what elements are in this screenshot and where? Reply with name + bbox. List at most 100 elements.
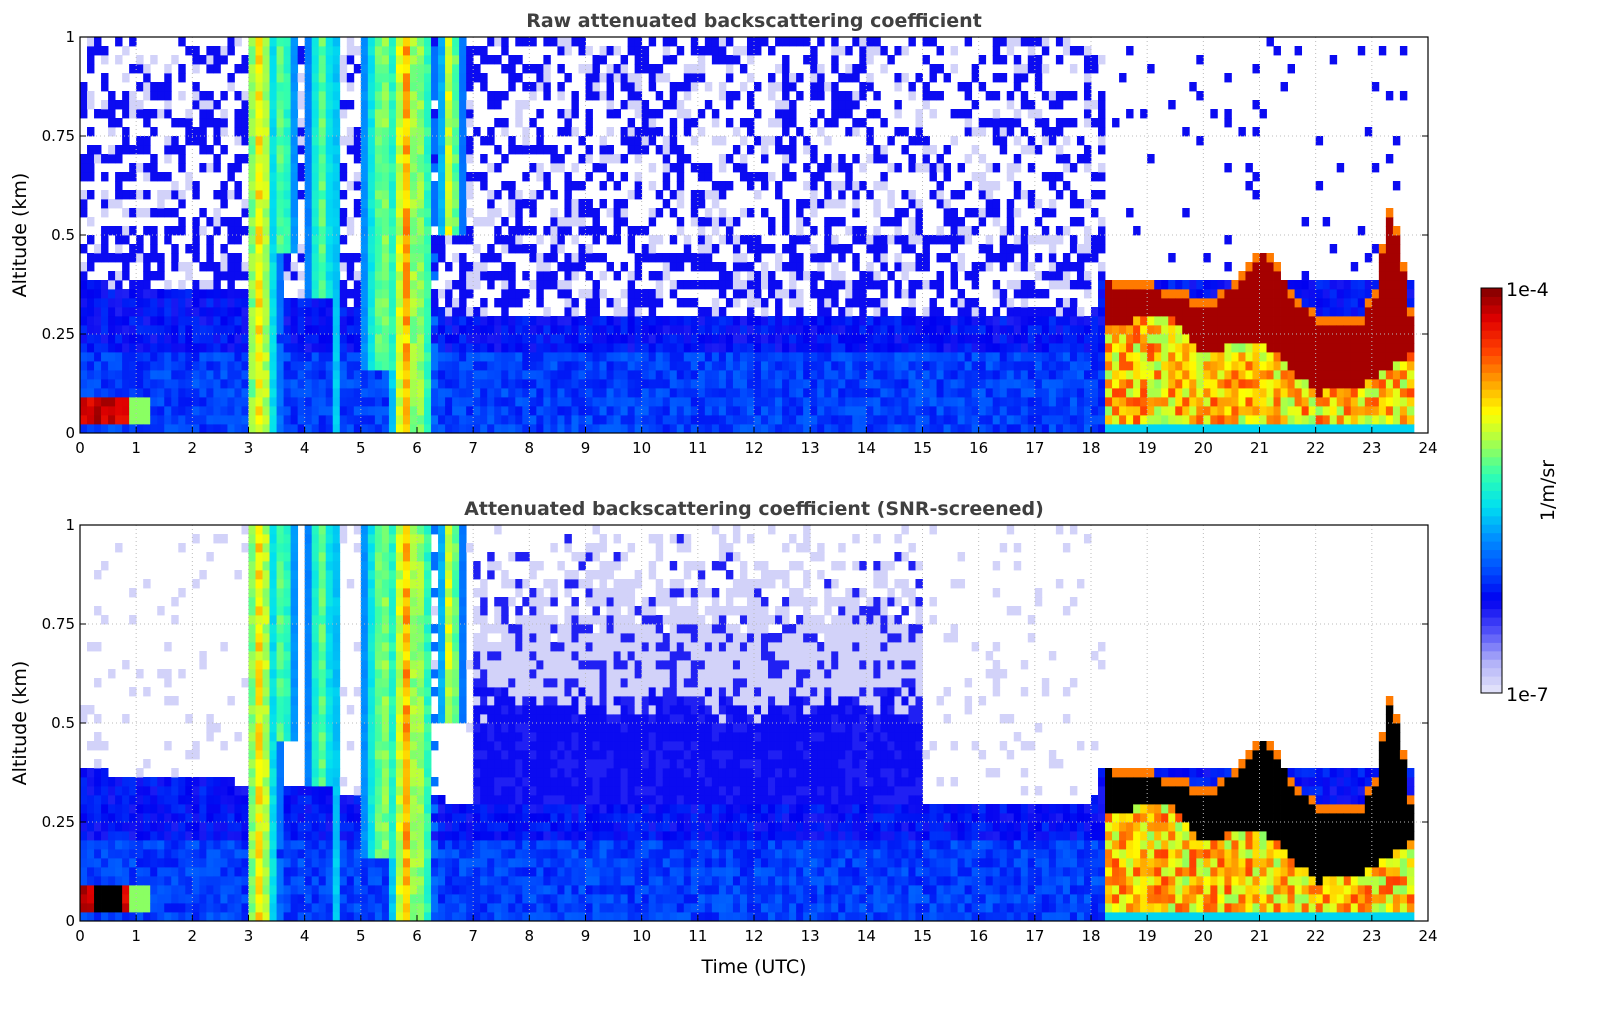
heatmap-cell (817, 307, 825, 317)
heatmap-cell (424, 253, 432, 263)
heatmap-cell (725, 361, 734, 371)
heatmap-cell (655, 325, 664, 335)
heatmap-cell (971, 208, 980, 218)
heatmap (80, 37, 1415, 434)
heatmap-cell (901, 379, 909, 389)
heatmap-cell (248, 424, 256, 434)
heatmap-cell (262, 163, 270, 173)
heatmap-cell (452, 208, 460, 218)
heatmap-cell (557, 370, 565, 380)
heatmap-cell (466, 361, 474, 371)
heatmap-cell (318, 64, 327, 74)
heatmap-cell (1196, 379, 1204, 389)
heatmap-cell (697, 172, 706, 182)
heatmap-cell (220, 91, 228, 101)
heatmap-cell (831, 415, 839, 425)
heatmap-cell (1048, 307, 1057, 317)
heatmap-cell (1069, 244, 1078, 254)
heatmap-cell (1203, 334, 1211, 344)
heatmap-cell (402, 406, 411, 416)
heatmap-cell (838, 397, 846, 407)
heatmap-cell (304, 415, 313, 425)
heatmap-cell (964, 316, 973, 326)
heatmap-cell (80, 199, 88, 209)
heatmap-cell (634, 37, 643, 47)
heatmap-cell (887, 199, 895, 209)
heatmap-cell (501, 379, 509, 389)
heatmap-cell (1231, 424, 1239, 434)
heatmap-cell (508, 262, 516, 272)
heatmap-cell (459, 361, 467, 371)
heatmap-cell (901, 271, 909, 281)
heatmap-cell (283, 325, 292, 335)
heatmap-cell (339, 235, 348, 245)
heatmap-cell (732, 262, 741, 272)
heatmap-cell (332, 280, 341, 290)
heatmap-cell (1196, 361, 1204, 371)
heatmap-cell (529, 415, 537, 425)
heatmap-cell (529, 244, 537, 254)
heatmap-cell (550, 406, 558, 416)
heatmap-cell (438, 235, 446, 245)
heatmap-cell (690, 343, 699, 353)
heatmap-cell (943, 208, 951, 218)
heatmap-cell (866, 37, 874, 47)
heatmap-cell (627, 82, 636, 92)
heatmap-cell (241, 424, 249, 434)
heatmap-cell (171, 253, 179, 263)
heatmap-cell (810, 253, 818, 263)
heatmap-cell (1055, 55, 1064, 65)
heatmap-cell (599, 415, 607, 425)
heatmap-cell (255, 253, 263, 263)
heatmap-cell (515, 424, 523, 434)
heatmap-cell (1154, 406, 1162, 416)
heatmap-cell (796, 334, 804, 344)
heatmap-cell (620, 361, 629, 371)
heatmap-cell (424, 397, 432, 407)
heatmap-cell (908, 280, 916, 290)
heatmap-cell (613, 334, 621, 344)
heatmap-cell (367, 46, 376, 56)
heatmap-cell (129, 190, 137, 200)
heatmap-cell (683, 334, 692, 344)
heatmap-cell (388, 298, 397, 308)
heatmap-cell (543, 262, 551, 272)
heatmap-cell (522, 226, 530, 236)
heatmap-cell (269, 415, 277, 425)
heatmap-cell (360, 127, 369, 137)
heatmap-cell (101, 415, 109, 425)
heatmap-cell (964, 154, 973, 164)
heatmap-cell (803, 181, 811, 191)
heatmap-cell (395, 253, 404, 263)
heatmap-cell (817, 271, 825, 281)
heatmap-cell (782, 118, 790, 128)
heatmap-cell (1231, 289, 1239, 299)
heatmap-cell (536, 424, 544, 434)
heatmap-cell (241, 352, 249, 362)
heatmap-cell (754, 235, 762, 245)
heatmap-cell (192, 136, 200, 146)
heatmap-cell (683, 379, 692, 389)
heatmap-cell (845, 424, 853, 434)
heatmap-cell (297, 334, 306, 344)
heatmap-cell (789, 406, 797, 416)
heatmap-cell (957, 190, 966, 200)
heatmap-cell (206, 352, 214, 362)
heatmap-cell (543, 307, 551, 317)
heatmap-cell (817, 82, 825, 92)
heatmap-cell (381, 127, 390, 137)
heatmap-cell (1069, 370, 1078, 380)
heatmap-cell (936, 316, 944, 326)
heatmap-cell (1013, 415, 1022, 425)
heatmap-cell (922, 397, 930, 407)
heatmap-cell (409, 352, 418, 362)
heatmap-cell (395, 145, 404, 155)
heatmap-cell (325, 361, 334, 371)
heatmap-cell (94, 397, 102, 407)
heatmap-cell (606, 127, 614, 137)
heatmap-cell (262, 46, 270, 56)
heatmap-cell (318, 325, 327, 335)
heatmap-cell (452, 100, 460, 110)
heatmap-cell (381, 118, 390, 128)
heatmap-cell (494, 190, 502, 200)
